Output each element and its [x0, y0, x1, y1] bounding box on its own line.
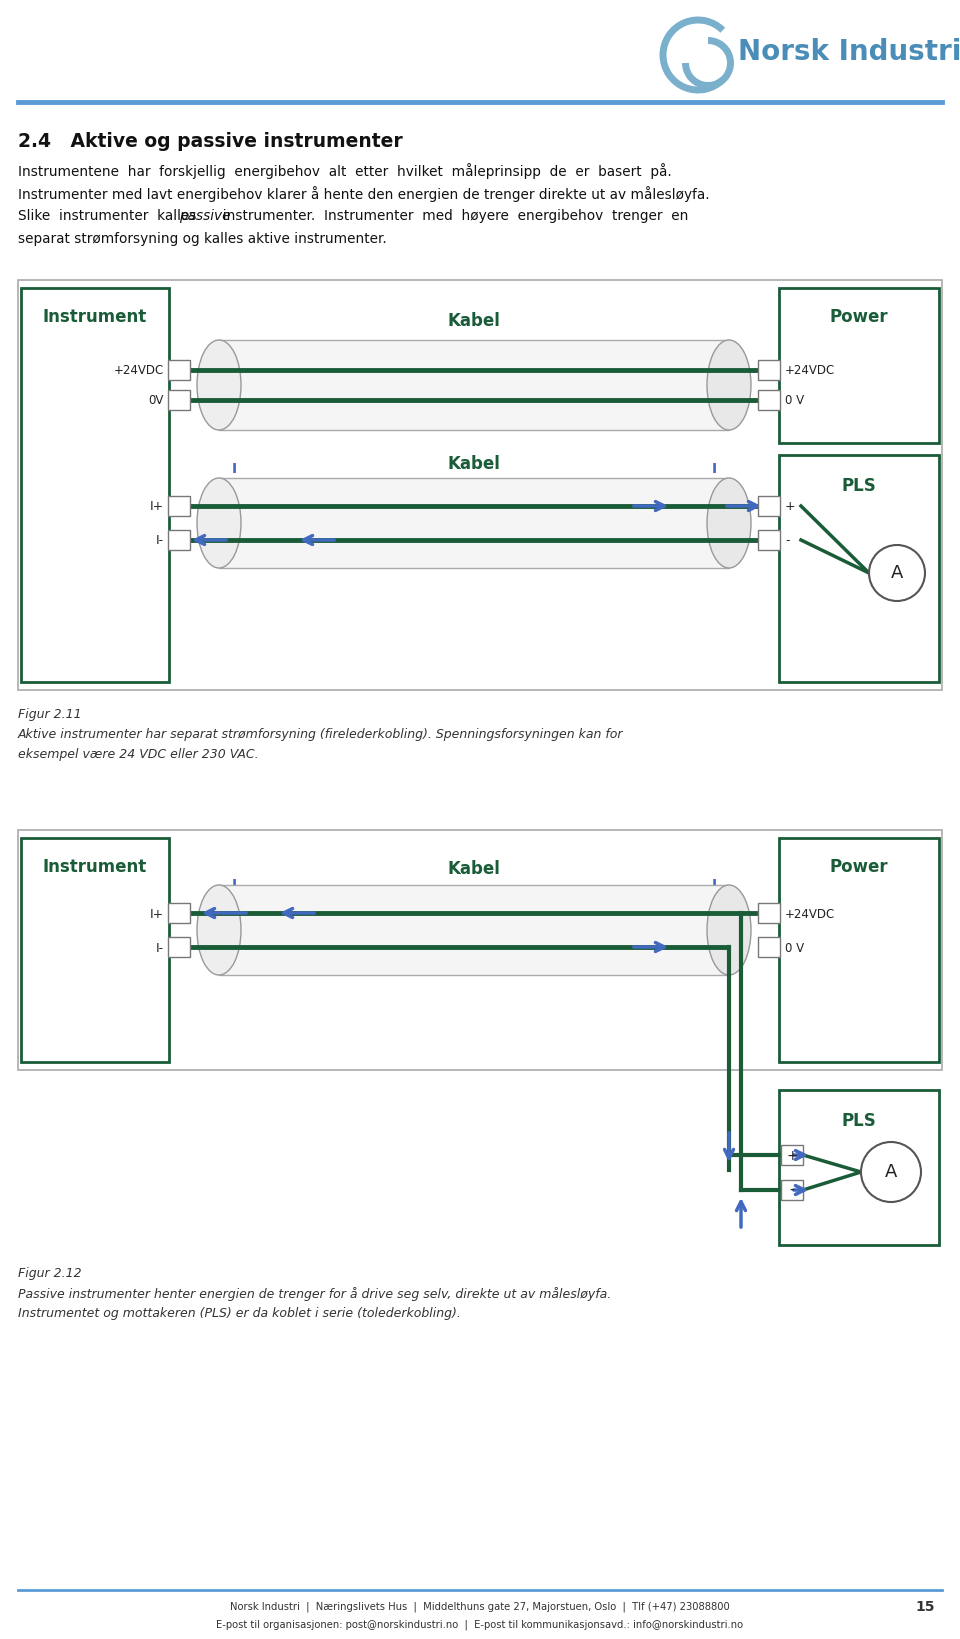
Bar [18, 829, 942, 1070]
Text: Instrumentene  har  forskjellig  energibehov  alt  etter  hvilket  måleprinsipp : Instrumentene har forskjellig energibeho… [18, 162, 672, 179]
Text: Instrument: Instrument [43, 857, 147, 875]
Circle shape [861, 1142, 921, 1201]
Text: PLS: PLS [842, 477, 876, 495]
Text: Kabel: Kabel [447, 311, 500, 329]
Text: +24VDC: +24VDC [785, 908, 835, 921]
Text: Norsk Industri: Norsk Industri [738, 38, 960, 66]
Text: 15: 15 [916, 1600, 935, 1614]
Bar [758, 390, 780, 410]
Bar [758, 497, 780, 516]
Text: A: A [885, 1164, 898, 1182]
Bar [779, 288, 939, 443]
Text: passive: passive [179, 210, 230, 223]
Text: I-: I- [156, 941, 164, 954]
Text: E-post til organisasjonen: post@norskindustri.no  |  E-post til kommunikasjonsav: E-post til organisasjonen: post@norskind… [216, 1619, 744, 1631]
Text: 0 V: 0 V [785, 395, 804, 408]
Bar [18, 280, 942, 690]
Ellipse shape [197, 339, 241, 429]
Bar [779, 456, 939, 682]
Ellipse shape [707, 339, 751, 429]
Text: 2.4   Aktive og passive instrumenter: 2.4 Aktive og passive instrumenter [18, 133, 403, 151]
Text: Instrumenter med lavt energibehov klarer å hente den energien de trenger direkte: Instrumenter med lavt energibehov klarer… [18, 185, 709, 202]
Bar [779, 838, 939, 1062]
Text: Power: Power [829, 857, 888, 875]
Ellipse shape [707, 885, 751, 975]
Text: Norsk Industri  |  Næringslivets Hus  |  Middelthuns gate 27, Majorstuen, Oslo  : Norsk Industri | Næringslivets Hus | Mid… [230, 1601, 730, 1613]
Text: 0 V: 0 V [785, 941, 804, 954]
Bar [219, 885, 729, 975]
Bar [168, 903, 190, 923]
Bar [21, 288, 169, 682]
Text: -: - [789, 1183, 795, 1198]
Text: Figur 2.12: Figur 2.12 [18, 1267, 82, 1280]
Text: +: + [786, 1149, 798, 1164]
Ellipse shape [197, 885, 241, 975]
Bar [21, 838, 169, 1062]
Bar [168, 938, 190, 957]
Ellipse shape [707, 479, 751, 569]
Text: I+: I+ [150, 500, 164, 513]
Text: Kabel: Kabel [447, 456, 500, 474]
Text: A: A [891, 564, 903, 582]
Text: I: I [711, 879, 716, 892]
Text: I-: I- [156, 534, 164, 547]
Text: Figur 2.11: Figur 2.11 [18, 708, 82, 721]
Bar [779, 1090, 939, 1246]
Text: Slike  instrumenter  kalles: Slike instrumenter kalles [18, 210, 205, 223]
Bar [168, 361, 190, 380]
Ellipse shape [197, 479, 241, 569]
Text: Passive instrumenter henter energien de trenger for å drive seg selv, direkte ut: Passive instrumenter henter energien de … [18, 1287, 612, 1301]
Bar [758, 529, 780, 551]
Text: 0V: 0V [149, 395, 164, 408]
Bar [781, 1146, 803, 1165]
Circle shape [869, 546, 925, 602]
Bar [758, 938, 780, 957]
Bar [758, 903, 780, 923]
Text: I: I [231, 462, 236, 475]
Text: +24VDC: +24VDC [785, 364, 835, 377]
Bar [219, 479, 729, 569]
Text: Instrument: Instrument [43, 308, 147, 326]
Text: I: I [711, 462, 716, 475]
Text: Power: Power [829, 308, 888, 326]
Text: -: - [785, 534, 789, 547]
Bar [168, 497, 190, 516]
Bar [168, 529, 190, 551]
Text: +: + [785, 500, 796, 513]
Text: Instrumentet og mottakeren (PLS) er da koblet i serie (tolederkobling).: Instrumentet og mottakeren (PLS) er da k… [18, 1306, 461, 1319]
Text: +24VDC: +24VDC [113, 364, 164, 377]
Text: Kabel: Kabel [447, 860, 500, 879]
Bar [781, 1180, 803, 1200]
Text: I: I [231, 879, 236, 892]
Text: eksempel være 24 VDC eller 230 VAC.: eksempel være 24 VDC eller 230 VAC. [18, 747, 258, 760]
Bar [758, 361, 780, 380]
Text: separat strømforsyning og kalles aktive instrumenter.: separat strømforsyning og kalles aktive … [18, 233, 387, 246]
Text: instrumenter.  Instrumenter  med  høyere  energibehov  trenger  en: instrumenter. Instrumenter med høyere en… [214, 210, 688, 223]
Text: PLS: PLS [842, 1111, 876, 1129]
Text: Aktive instrumenter har separat strømforsyning (firelederkobling). Spenningsfors: Aktive instrumenter har separat strømfor… [18, 728, 623, 741]
Text: I+: I+ [150, 908, 164, 921]
Bar [168, 390, 190, 410]
Bar [219, 339, 729, 429]
